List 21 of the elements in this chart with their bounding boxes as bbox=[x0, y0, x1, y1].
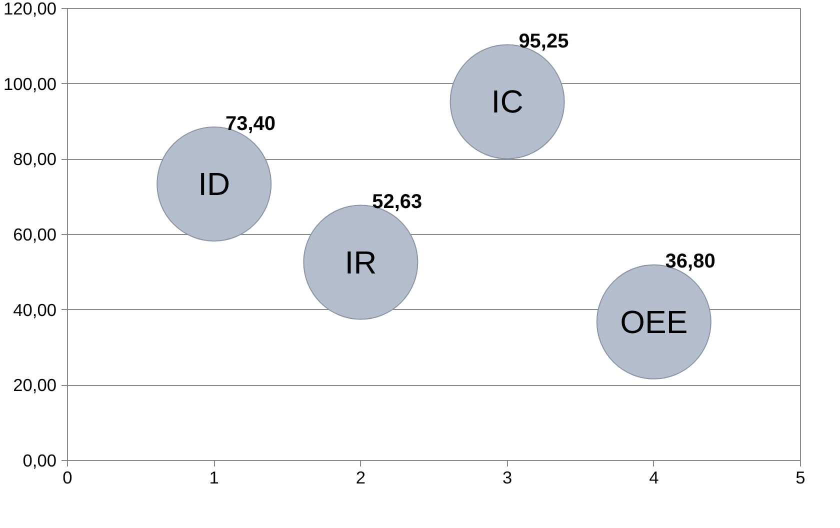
x-tick-label: 1 bbox=[209, 468, 219, 488]
data-label: 36,80 bbox=[665, 250, 716, 273]
x-tick-label: 4 bbox=[649, 468, 660, 488]
annotation: IR bbox=[344, 244, 377, 280]
data-label: 52,63 bbox=[372, 191, 422, 214]
y-tick-label: 120,00 bbox=[4, 0, 56, 18]
x-tick-label: 5 bbox=[796, 468, 806, 488]
y-tick-label: 80,00 bbox=[13, 149, 57, 170]
annotation: OEE bbox=[620, 304, 688, 340]
x-tick-label: 0 bbox=[62, 468, 72, 488]
x-tick-label: 2 bbox=[356, 468, 366, 488]
y-tick-label: 60,00 bbox=[13, 224, 57, 244]
y-tick-label: 0,00 bbox=[22, 450, 57, 470]
annotation: ID bbox=[198, 166, 230, 202]
annotation: IC bbox=[491, 84, 524, 120]
y-tick-label: 40,00 bbox=[13, 300, 57, 320]
y-tick-label: 100,00 bbox=[4, 74, 56, 94]
data-label: 95,25 bbox=[518, 30, 569, 53]
y-tick-label: 20,00 bbox=[13, 375, 57, 396]
x-tick-label: 3 bbox=[502, 468, 512, 488]
data-label: 73,40 bbox=[226, 112, 276, 135]
